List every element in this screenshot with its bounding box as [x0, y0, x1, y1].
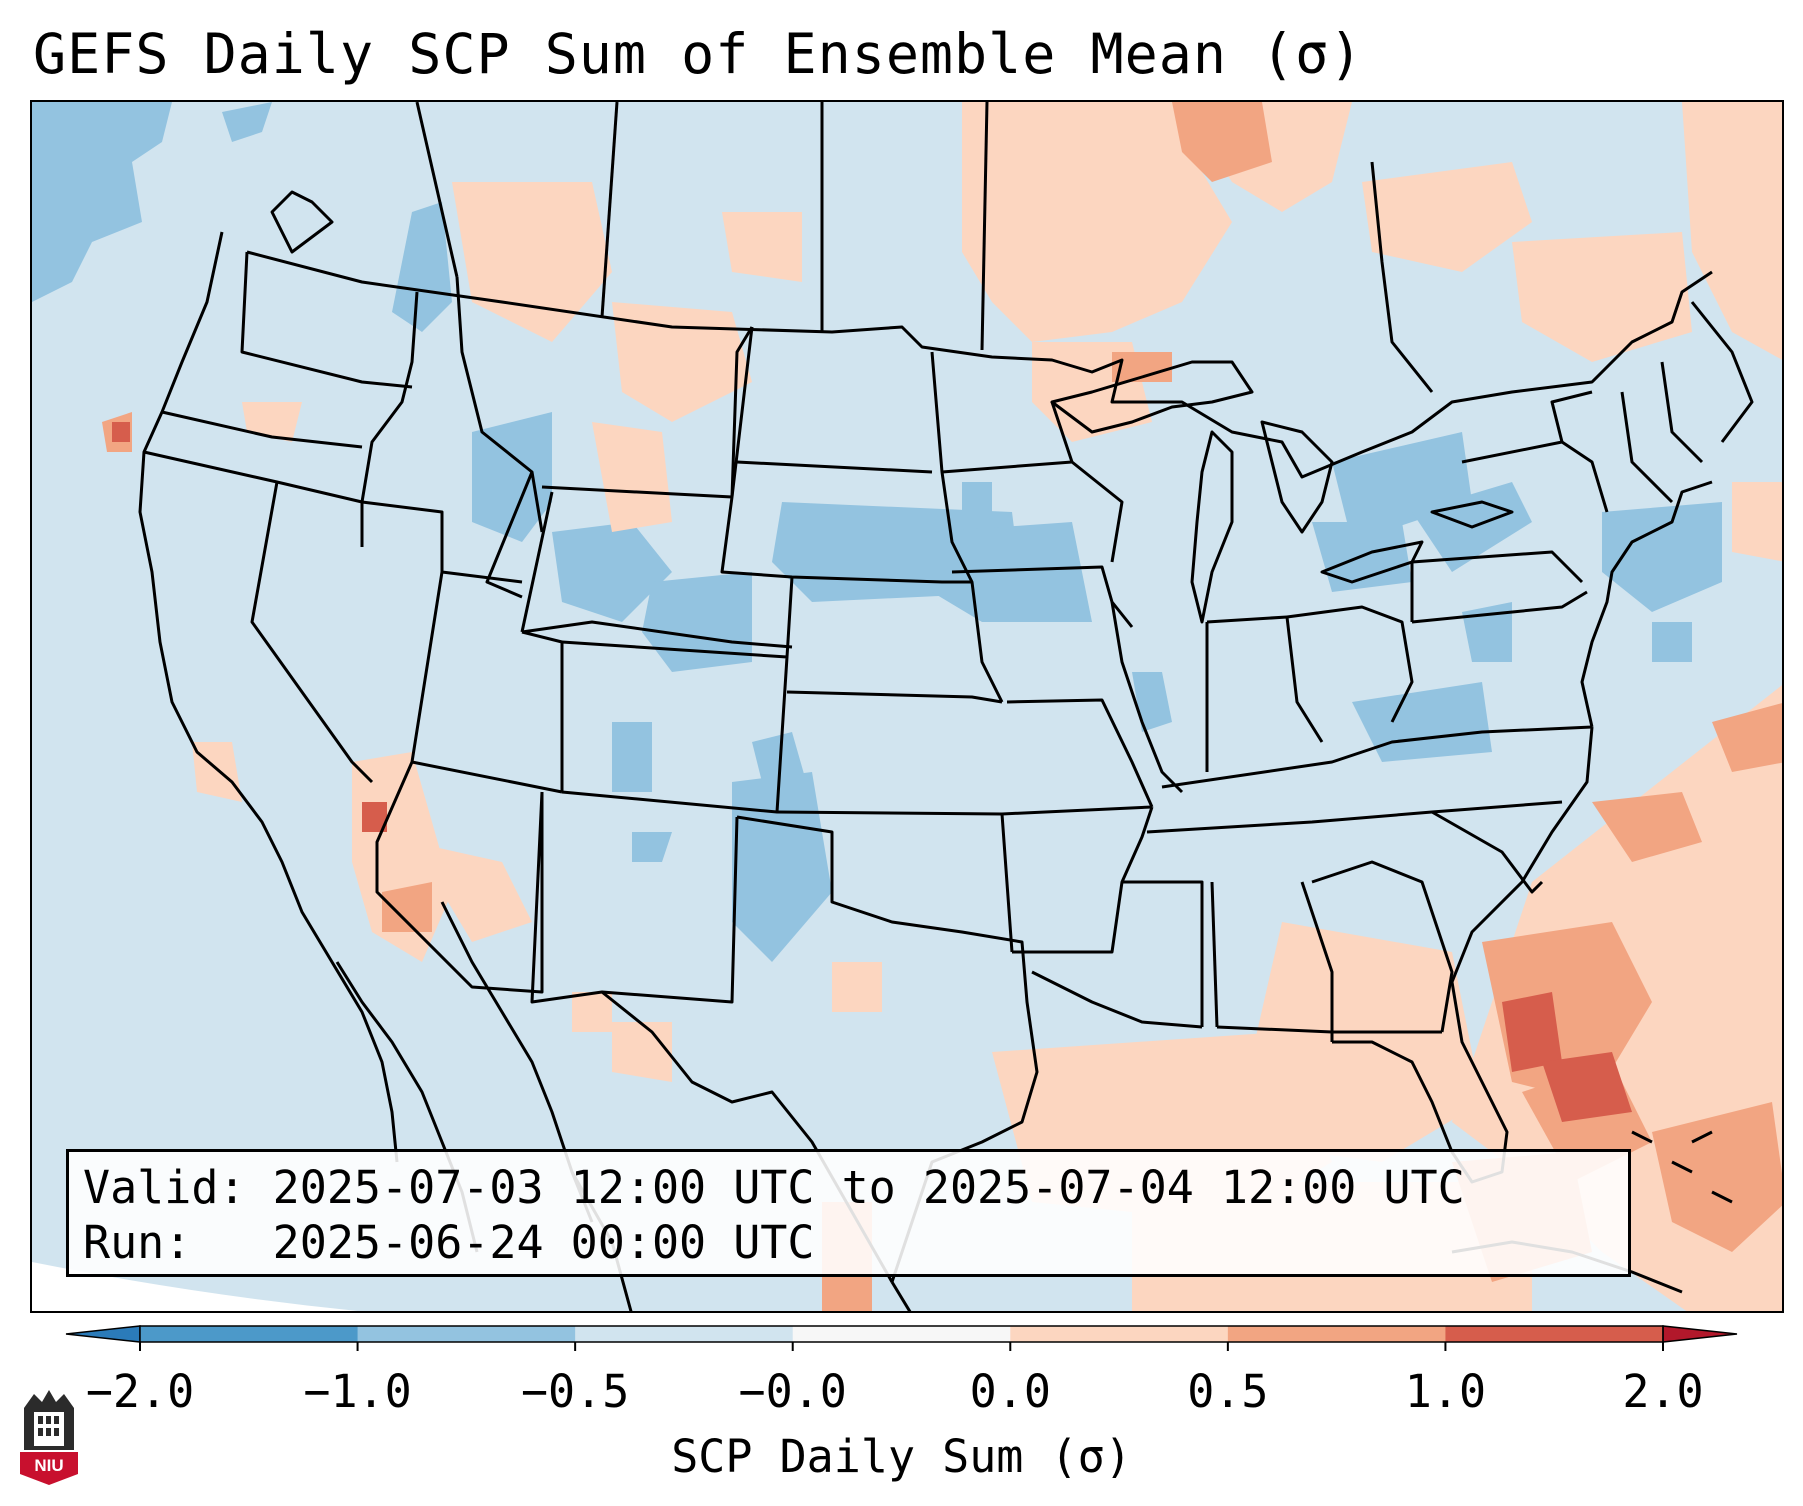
colorbar-tick-label: −1.0: [303, 1365, 412, 1418]
colorbar-bins: [65, 1325, 1738, 1343]
colorbar-tick-label: −2.0: [85, 1365, 195, 1418]
colorbar-tick-label: −0.5: [520, 1365, 630, 1418]
colorbar-tick-label: 2.0: [1622, 1365, 1704, 1418]
colorbar-extend-max: [1662, 1325, 1738, 1343]
logo-text: NIU: [34, 1456, 63, 1475]
colorbar-label: SCP Daily Sum (σ): [671, 1430, 1132, 1483]
map-title: GEFS Daily SCP Sum of Ensemble Mean (σ): [33, 22, 1364, 86]
projection-edge: [32, 1262, 358, 1311]
lake-superior: [1050, 360, 1254, 434]
valid-time-text: Valid: 2025-07-03 12:00 UTC to 2025-07-0…: [83, 1161, 1465, 1214]
valid-run-info-box: Valid: 2025-07-03 12:00 UTC to 2025-07-0…: [66, 1149, 1631, 1277]
lake-ontario: [1430, 500, 1514, 529]
colorbar-bin: [357, 1326, 576, 1342]
colorbar-tick-label: 1.0: [1404, 1365, 1487, 1418]
colorbar-tick-label: 0.0: [969, 1365, 1051, 1418]
colorbar-bin: [1010, 1326, 1229, 1342]
us-canada-border: [246, 250, 1713, 479]
colorbar-bin: [792, 1326, 1011, 1342]
colorbar-extend-min: [65, 1325, 141, 1343]
colorbar-bin: [1227, 1326, 1446, 1342]
colorbar-outline: [139, 1325, 1664, 1343]
colorbar-ticks: [139, 1342, 1664, 1351]
pacific-coastline: [138, 231, 399, 1163]
niu-logo: NIU: [20, 1390, 78, 1485]
lake-huron: [1260, 420, 1334, 534]
colorbar-bin: [1445, 1326, 1664, 1342]
scp-map: [32, 102, 1782, 1311]
atlantic-coastline: [1332, 726, 1594, 1184]
colorbar-bin: [140, 1326, 359, 1342]
anomaly-patches: [32, 102, 1782, 1311]
state-and-country-boundaries: [138, 102, 1754, 1311]
colorbar-bin: [575, 1326, 794, 1342]
logo-shield: [20, 1452, 78, 1485]
colorbar: [65, 1325, 1738, 1351]
lake-michigan: [1190, 430, 1234, 624]
lake-erie: [1320, 540, 1424, 584]
colorbar-tick-label: 0.5: [1187, 1365, 1269, 1418]
colorbar-tick-label: −0.0: [738, 1365, 847, 1418]
map-panel: [30, 100, 1784, 1313]
run-time-text: Run: 2025-06-24 00:00 UTC: [83, 1216, 815, 1269]
positive-strong-patches: [112, 422, 1632, 1122]
